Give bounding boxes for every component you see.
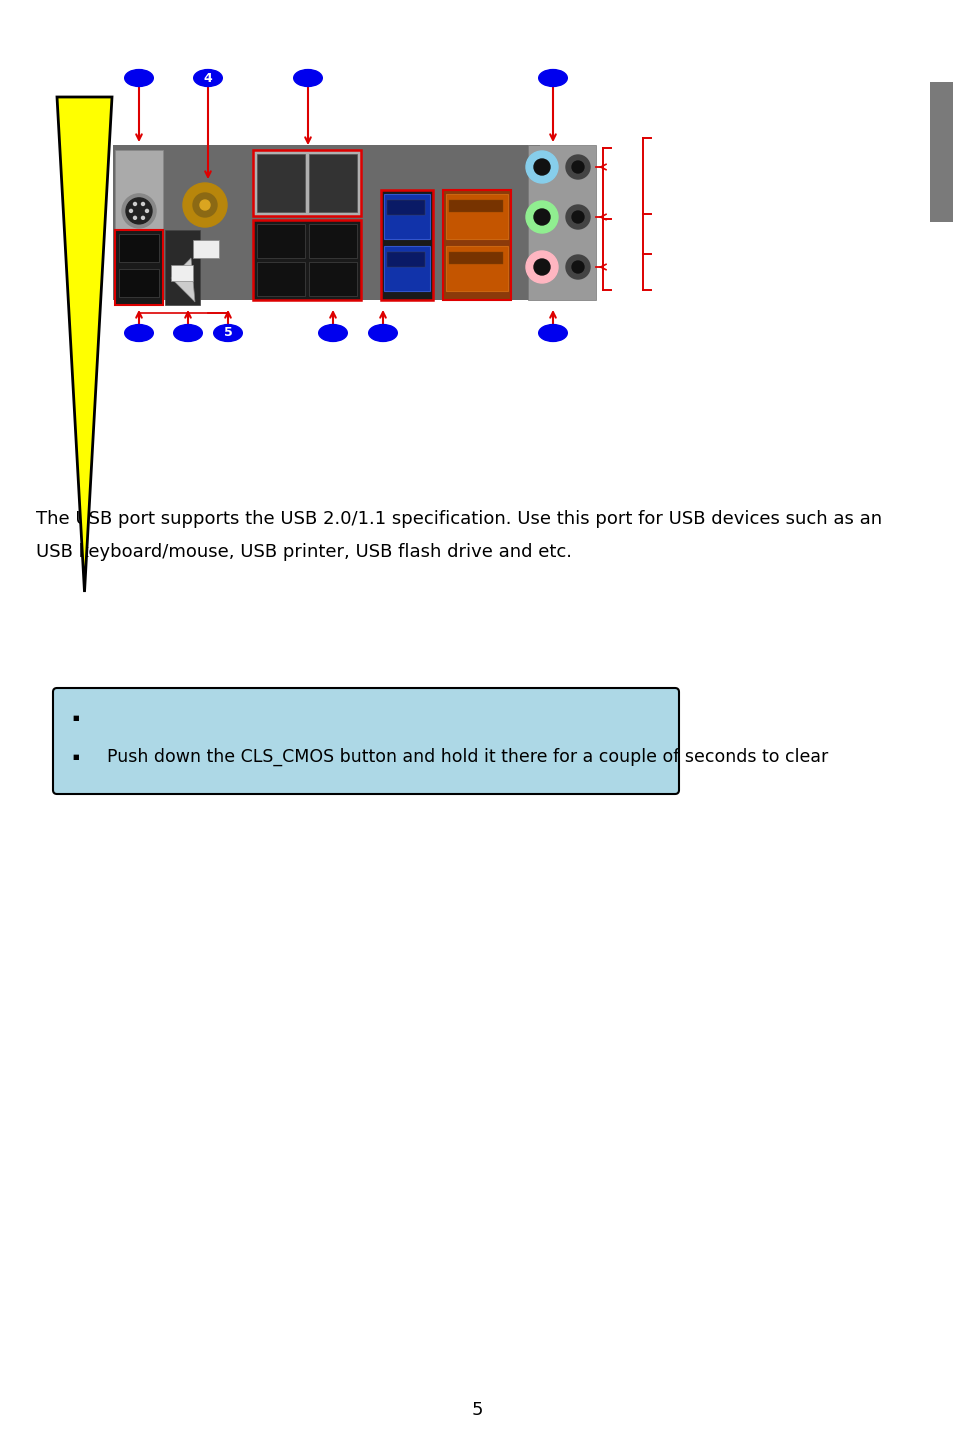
FancyBboxPatch shape <box>256 261 305 296</box>
Text: ■: ■ <box>71 754 78 759</box>
Ellipse shape <box>294 70 322 87</box>
Ellipse shape <box>538 325 567 341</box>
FancyBboxPatch shape <box>309 261 356 296</box>
FancyBboxPatch shape <box>449 253 502 264</box>
Circle shape <box>572 211 583 224</box>
Circle shape <box>200 200 210 211</box>
Circle shape <box>126 197 152 224</box>
Circle shape <box>122 195 156 228</box>
Polygon shape <box>171 258 194 302</box>
Ellipse shape <box>213 325 242 341</box>
Circle shape <box>133 202 136 206</box>
Text: 5: 5 <box>223 327 233 340</box>
FancyBboxPatch shape <box>171 266 193 282</box>
Ellipse shape <box>193 70 222 87</box>
Ellipse shape <box>318 325 347 341</box>
Polygon shape <box>57 97 112 592</box>
Circle shape <box>133 216 136 219</box>
Circle shape <box>525 200 558 232</box>
FancyBboxPatch shape <box>193 240 219 258</box>
Circle shape <box>565 205 589 229</box>
FancyBboxPatch shape <box>387 200 424 215</box>
FancyBboxPatch shape <box>115 229 163 305</box>
Ellipse shape <box>125 70 153 87</box>
Text: USB keyboard/mouse, USB printer, USB flash drive and etc.: USB keyboard/mouse, USB printer, USB fla… <box>36 543 572 560</box>
Circle shape <box>572 261 583 273</box>
FancyBboxPatch shape <box>253 221 360 301</box>
Text: Push down the CLS_CMOS button and hold it there for a couple of seconds to clear: Push down the CLS_CMOS button and hold i… <box>107 748 827 767</box>
FancyBboxPatch shape <box>449 200 502 212</box>
Text: The USB port supports the USB 2.0/1.1 specification. Use this port for USB devic: The USB port supports the USB 2.0/1.1 sp… <box>36 510 882 529</box>
Circle shape <box>525 151 558 183</box>
FancyBboxPatch shape <box>446 195 507 240</box>
FancyBboxPatch shape <box>309 154 356 212</box>
FancyBboxPatch shape <box>387 253 424 267</box>
FancyBboxPatch shape <box>115 150 163 295</box>
FancyBboxPatch shape <box>112 145 539 301</box>
Circle shape <box>565 155 589 179</box>
Ellipse shape <box>125 325 153 341</box>
FancyBboxPatch shape <box>380 190 433 301</box>
FancyBboxPatch shape <box>384 195 430 240</box>
Ellipse shape <box>538 70 567 87</box>
Circle shape <box>565 256 589 279</box>
Ellipse shape <box>173 325 202 341</box>
FancyBboxPatch shape <box>446 245 507 290</box>
Circle shape <box>534 209 550 225</box>
FancyBboxPatch shape <box>119 234 159 261</box>
Circle shape <box>183 183 227 227</box>
FancyBboxPatch shape <box>309 224 356 258</box>
Text: ■: ■ <box>71 714 78 722</box>
FancyBboxPatch shape <box>256 154 305 212</box>
Circle shape <box>572 161 583 173</box>
Text: 5: 5 <box>471 1401 482 1419</box>
FancyBboxPatch shape <box>165 229 200 305</box>
FancyBboxPatch shape <box>119 269 159 298</box>
FancyBboxPatch shape <box>256 224 305 258</box>
FancyBboxPatch shape <box>384 245 430 290</box>
Ellipse shape <box>368 325 396 341</box>
Circle shape <box>141 216 144 219</box>
FancyBboxPatch shape <box>527 145 596 301</box>
FancyBboxPatch shape <box>929 81 953 222</box>
Circle shape <box>146 209 149 212</box>
FancyBboxPatch shape <box>53 688 679 794</box>
Circle shape <box>525 251 558 283</box>
Circle shape <box>141 202 144 206</box>
FancyBboxPatch shape <box>253 150 360 216</box>
FancyBboxPatch shape <box>442 190 511 301</box>
Circle shape <box>130 209 132 212</box>
Circle shape <box>193 193 216 216</box>
Circle shape <box>534 160 550 176</box>
Text: 4: 4 <box>203 71 213 84</box>
Circle shape <box>534 258 550 274</box>
